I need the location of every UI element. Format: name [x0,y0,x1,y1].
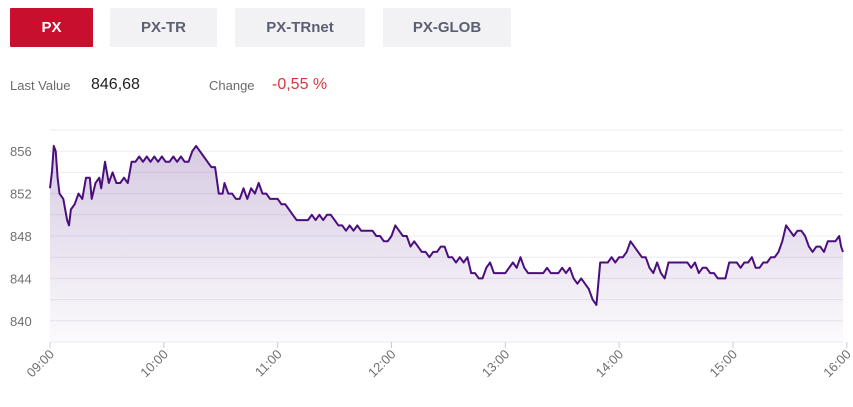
x-tick-label: 12:00 [365,347,399,381]
change-label: Change [209,78,255,93]
x-tick-label: 16:00 [820,347,853,381]
y-tick-label: 844 [10,271,32,286]
x-tick-label: 10:00 [137,347,171,381]
tab-px[interactable]: PX [10,8,93,47]
y-tick-label: 856 [10,144,32,159]
x-tick-label: 11:00 [252,347,285,380]
y-tick-label: 848 [10,229,32,244]
x-tick-label: 15:00 [706,347,740,381]
x-tick-label: 14:00 [593,347,627,381]
tab-px-trnet[interactable]: PX-TRnet [235,8,365,47]
tab-px-glob[interactable]: PX-GLOB [383,8,511,47]
price-line [49,144,844,306]
y-tick-label: 852 [10,187,32,202]
tab-px-tr[interactable]: PX-TR [110,8,217,47]
last-value: 846,68 [91,76,140,93]
x-tick-label: 09:00 [24,347,58,381]
price-area [50,145,843,342]
x-tick-label: 13:00 [479,347,513,381]
last-value-label: Last Value [10,78,71,93]
change-value: -0,55 % [272,76,328,93]
y-axis: 840 844 848 852 856 [10,144,32,329]
x-axis: 09:00 10:00 11:00 12:00 13:00 14:00 15:00 16:00 [24,342,853,380]
y-tick-label: 840 [10,314,32,329]
